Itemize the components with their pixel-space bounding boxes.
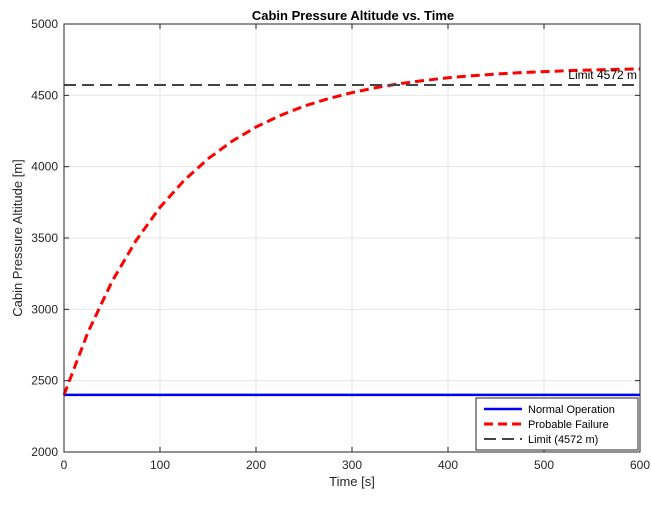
x-tick-label: 200 xyxy=(246,458,266,472)
chart-title: Cabin Pressure Altitude vs. Time xyxy=(252,8,454,23)
y-tick-label: 3000 xyxy=(31,302,58,316)
x-tick-label: 600 xyxy=(630,458,650,472)
y-tick-label: 2000 xyxy=(31,445,58,459)
y-tick-label: 4500 xyxy=(31,88,58,102)
y-axis-label: Cabin Pressure Altitude [m] xyxy=(10,159,25,317)
legend-label-0: Normal Operation xyxy=(528,404,615,416)
x-tick-label: 100 xyxy=(150,458,170,472)
legend: Normal Operation Probable Failure Limit (4… xyxy=(475,397,639,451)
y-tick-label: 5000 xyxy=(31,17,58,31)
plot-area: 0 100 200 300 400 500 600 2000 2500 3000 3500 4000 4… xyxy=(31,17,650,472)
x-tick-label: 400 xyxy=(438,458,458,472)
y-tick-label: 4000 xyxy=(31,160,58,174)
x-tick-label: 0 xyxy=(61,458,68,472)
annotation-layer: Limit 4572 m xyxy=(568,68,637,82)
x-tick-label: 500 xyxy=(534,458,554,472)
limit-annotation: Limit 4572 m xyxy=(568,68,637,82)
series-line-1 xyxy=(62,67,641,396)
x-tick-label: 300 xyxy=(342,458,362,472)
legend-label-1: Probable Failure xyxy=(528,419,609,431)
y-tick-label: 2500 xyxy=(31,374,58,388)
x-axis-label: Time [s] xyxy=(329,474,375,489)
series-layer xyxy=(62,67,641,397)
ticks: 0 100 200 300 400 500 600 2000 2500 3000 3500 4000 4… xyxy=(31,17,650,472)
legend-label-2: Limit (4572 m) xyxy=(528,434,598,446)
y-tick-label: 3500 xyxy=(31,231,58,245)
